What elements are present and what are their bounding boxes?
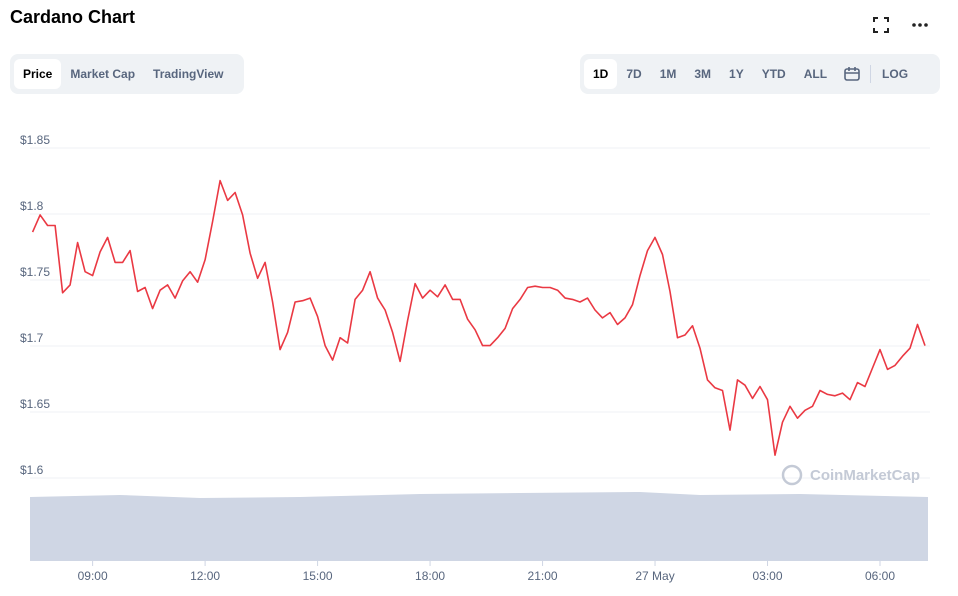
range-group: 1D 7D 1M 3M 1Y YTD ALL LOG <box>580 54 940 94</box>
x-tick-label: 21:00 <box>528 569 558 583</box>
y-tick-label: $1.65 <box>20 397 50 411</box>
watermark-logo <box>781 464 803 486</box>
title: Cardano Chart <box>10 7 136 27</box>
watermark: CoinMarketCap <box>810 467 920 484</box>
range-button[interactable]: YTD <box>761 67 786 81</box>
calendar-button[interactable] <box>836 62 868 87</box>
range-button[interactable]: 1M <box>659 67 677 81</box>
x-tick-label: 15:00 <box>303 569 333 583</box>
tab-button[interactable]: Market Cap <box>70 67 136 81</box>
y-tick-label: $1.8 <box>20 199 44 213</box>
price-line <box>31 179 926 456</box>
fullscreen-icon[interactable] <box>872 16 890 34</box>
more-icon[interactable] <box>910 16 930 34</box>
calendar-icon <box>844 66 860 81</box>
range-button[interactable]: ALL <box>803 67 828 81</box>
x-tick-label: 18:00 <box>415 569 445 583</box>
x-tick-label: 12:00 <box>190 569 220 583</box>
volume-area <box>30 492 928 561</box>
tab-button[interactable]: Price <box>14 59 62 89</box>
x-tick-label: 09:00 <box>78 569 108 583</box>
range-button[interactable]: 3M <box>694 67 712 81</box>
log-button[interactable]: LOG <box>882 67 909 81</box>
y-tick-label: $1.6 <box>20 463 44 477</box>
y-tick-label: $1.85 <box>20 133 50 147</box>
y-tick-label: $1.7 <box>20 331 44 345</box>
range-button[interactable]: 1Y <box>729 67 744 81</box>
x-tick-label: 06:00 <box>865 569 895 583</box>
range-button[interactable]: 7D <box>626 67 642 81</box>
tab-button[interactable]: TradingView <box>153 67 224 81</box>
x-tick-label: 03:00 <box>753 569 783 583</box>
separator <box>870 65 872 83</box>
tab-group: Price Market Cap TradingView <box>10 54 244 94</box>
range-button[interactable]: 1D <box>584 59 618 89</box>
x-tick-label: 27 May <box>635 569 674 583</box>
y-tick-label: $1.75 <box>20 265 50 279</box>
